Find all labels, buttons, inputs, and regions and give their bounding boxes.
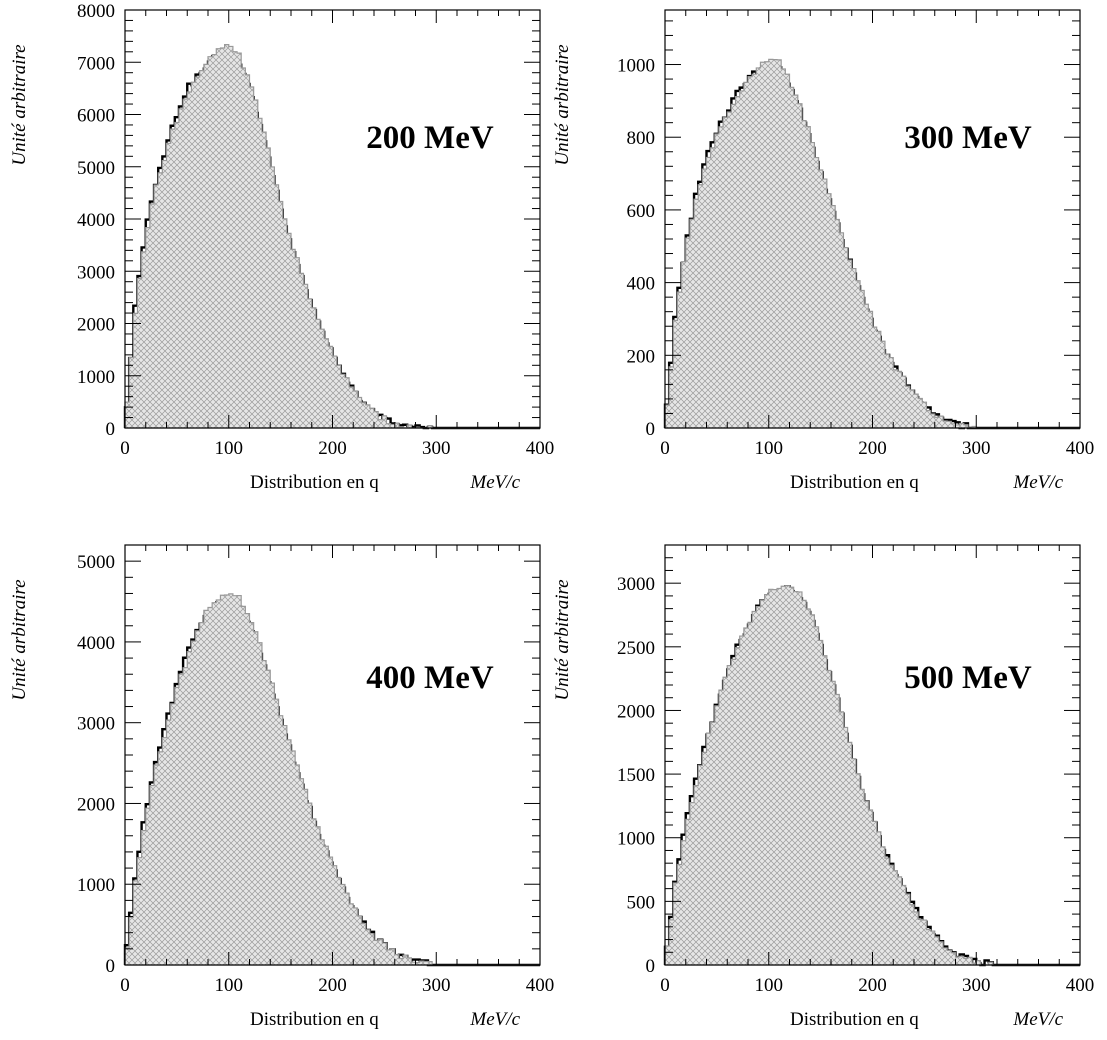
y-axis-label: Unité arbitraire [552,44,573,165]
y-axis-label: Unité arbitraire [9,44,30,165]
y-tick-label: 0 [106,956,116,977]
x-tick-label: 0 [660,975,670,996]
y-tick-label: 1000 [617,829,655,850]
y-tick-label: 8000 [77,1,115,22]
x-tick-label: 400 [1066,438,1095,459]
x-tick-label: 200 [858,438,887,459]
y-tick-label: 3000 [77,262,115,283]
y-tick-label: 7000 [77,53,115,74]
y-tick-label: 4000 [77,210,115,231]
y-tick-label: 1000 [77,875,115,896]
x-tick-label: 200 [318,975,347,996]
x-tick-label: 100 [755,975,784,996]
x-tick-label: 300 [962,975,991,996]
y-tick-label: 800 [627,128,656,149]
y-tick-label: 5000 [77,552,115,573]
y-axis-label: Unité arbitraire [552,579,573,700]
y-tick-label: 2000 [77,794,115,815]
x-tick-label: 0 [120,975,130,996]
x-axis-label: Distribution en q [250,472,379,493]
y-tick-label: 600 [627,201,656,222]
x-axis-unit: MeV/c [1012,1009,1063,1030]
x-axis-unit: MeV/c [469,1009,520,1030]
x-axis-unit: MeV/c [1012,472,1063,493]
x-tick-label: 0 [120,438,130,459]
y-tick-label: 500 [627,892,656,913]
histogram-grey-series [664,585,1080,966]
y-tick-label: 0 [646,956,656,977]
y-tick-label: 1000 [617,56,655,77]
panel-400-mev: 0 100 200 300 400010002000300040005000Distri… [9,544,555,1030]
y-axis-label: Unité arbitraire [9,579,30,700]
x-tick-label: 100 [755,438,784,459]
x-tick-label: 0 [660,438,670,459]
y-tick-label: 2000 [617,701,655,722]
x-tick-label: 100 [215,438,244,459]
y-tick-label: 6000 [77,106,115,127]
x-axis-label: Distribution en q [250,1009,379,1030]
x-tick-label: 300 [422,438,451,459]
y-tick-label: 3000 [617,574,655,595]
x-tick-label: 400 [526,438,555,459]
y-tick-label: 3000 [77,714,115,735]
y-tick-label: 0 [106,419,116,440]
y-tick-label: 4000 [77,633,115,654]
x-tick-label: 400 [526,975,555,996]
y-tick-label: 2500 [617,638,655,659]
energy-annotation: 300 MeV [904,120,1032,156]
y-tick-label: 1500 [617,765,655,786]
x-tick-label: 400 [1066,975,1095,996]
energy-annotation: 200 MeV [366,120,494,156]
x-axis-label: Distribution en q [790,472,919,493]
x-axis-label: Distribution en q [790,1009,919,1030]
panel-300-mev: 0 100 200 300 400 0 200 400 600 800 1000 Distributi… [552,9,1095,493]
panel-500-mev: 0 100 200 300 400 0 500 1000 1500 2000 2500 3000 Dis… [552,544,1095,1030]
histogram-grey-series [124,44,540,429]
x-tick-label: 300 [962,438,991,459]
histogram-grey-series [664,58,1080,429]
x-tick-label: 300 [422,975,451,996]
y-tick-label: 400 [627,274,656,295]
energy-annotation: 500 MeV [904,660,1032,696]
x-tick-label: 200 [318,438,347,459]
x-tick-label: 200 [858,975,887,996]
y-tick-label: 200 [627,346,656,367]
histogram-grey-series [124,593,540,966]
y-tick-label: 2000 [77,315,115,336]
energy-annotation: 400 MeV [366,660,494,696]
x-tick-label: 100 [215,975,244,996]
y-tick-label: 1000 [77,367,115,388]
x-axis-unit: MeV/c [469,472,520,493]
panel-200-mev: 0 100 200 300 400010002000300040005000600070… [9,1,554,493]
y-tick-label: 0 [646,419,656,440]
y-tick-label: 5000 [77,158,115,179]
